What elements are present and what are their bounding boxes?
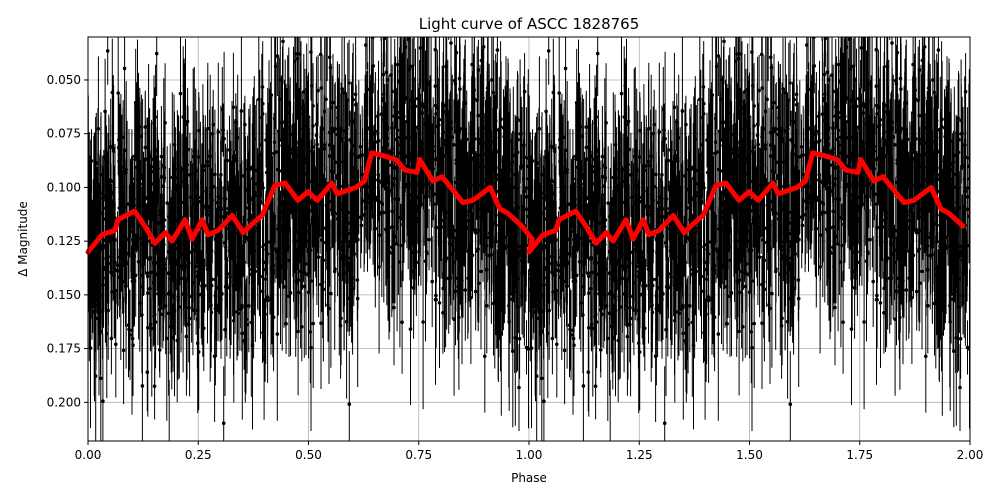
x-tick-label: 0.25 [185,448,212,462]
y-tick-label: 0.125 [47,234,81,248]
x-tick-label: 1.00 [516,448,543,462]
x-tick-label: 0.75 [405,448,432,462]
x-tick-label: 1.50 [736,448,763,462]
x-tick-label: 0.00 [75,448,102,462]
y-axis-ticks: 0.050 0.075 0.100 0.125 0.150 0.175 0.200 [47,73,88,409]
x-tick-label: 0.50 [295,448,322,462]
binned-mean-line [85,150,966,255]
y-axis-label: Δ Magnitude [16,201,30,277]
x-axis-label: Phase [511,471,547,485]
chart-title: Light curve of ASCC 1828765 [419,15,640,33]
x-tick-label: 1.75 [846,448,873,462]
x-tick-label: 1.25 [626,448,653,462]
data-points [88,37,970,441]
y-tick-label: 0.075 [47,127,81,141]
y-tick-label: 0.150 [47,288,81,302]
x-axis-ticks: 0.00 0.25 0.50 0.75 1.00 1.25 1.50 1.75 2.00 [75,441,984,462]
y-tick-label: 0.100 [47,180,81,194]
y-tick-label: 0.200 [47,395,81,409]
y-tick-label: 0.175 [47,342,81,356]
x-tick-label: 2.00 [957,448,984,462]
y-tick-label: 0.050 [47,73,81,87]
